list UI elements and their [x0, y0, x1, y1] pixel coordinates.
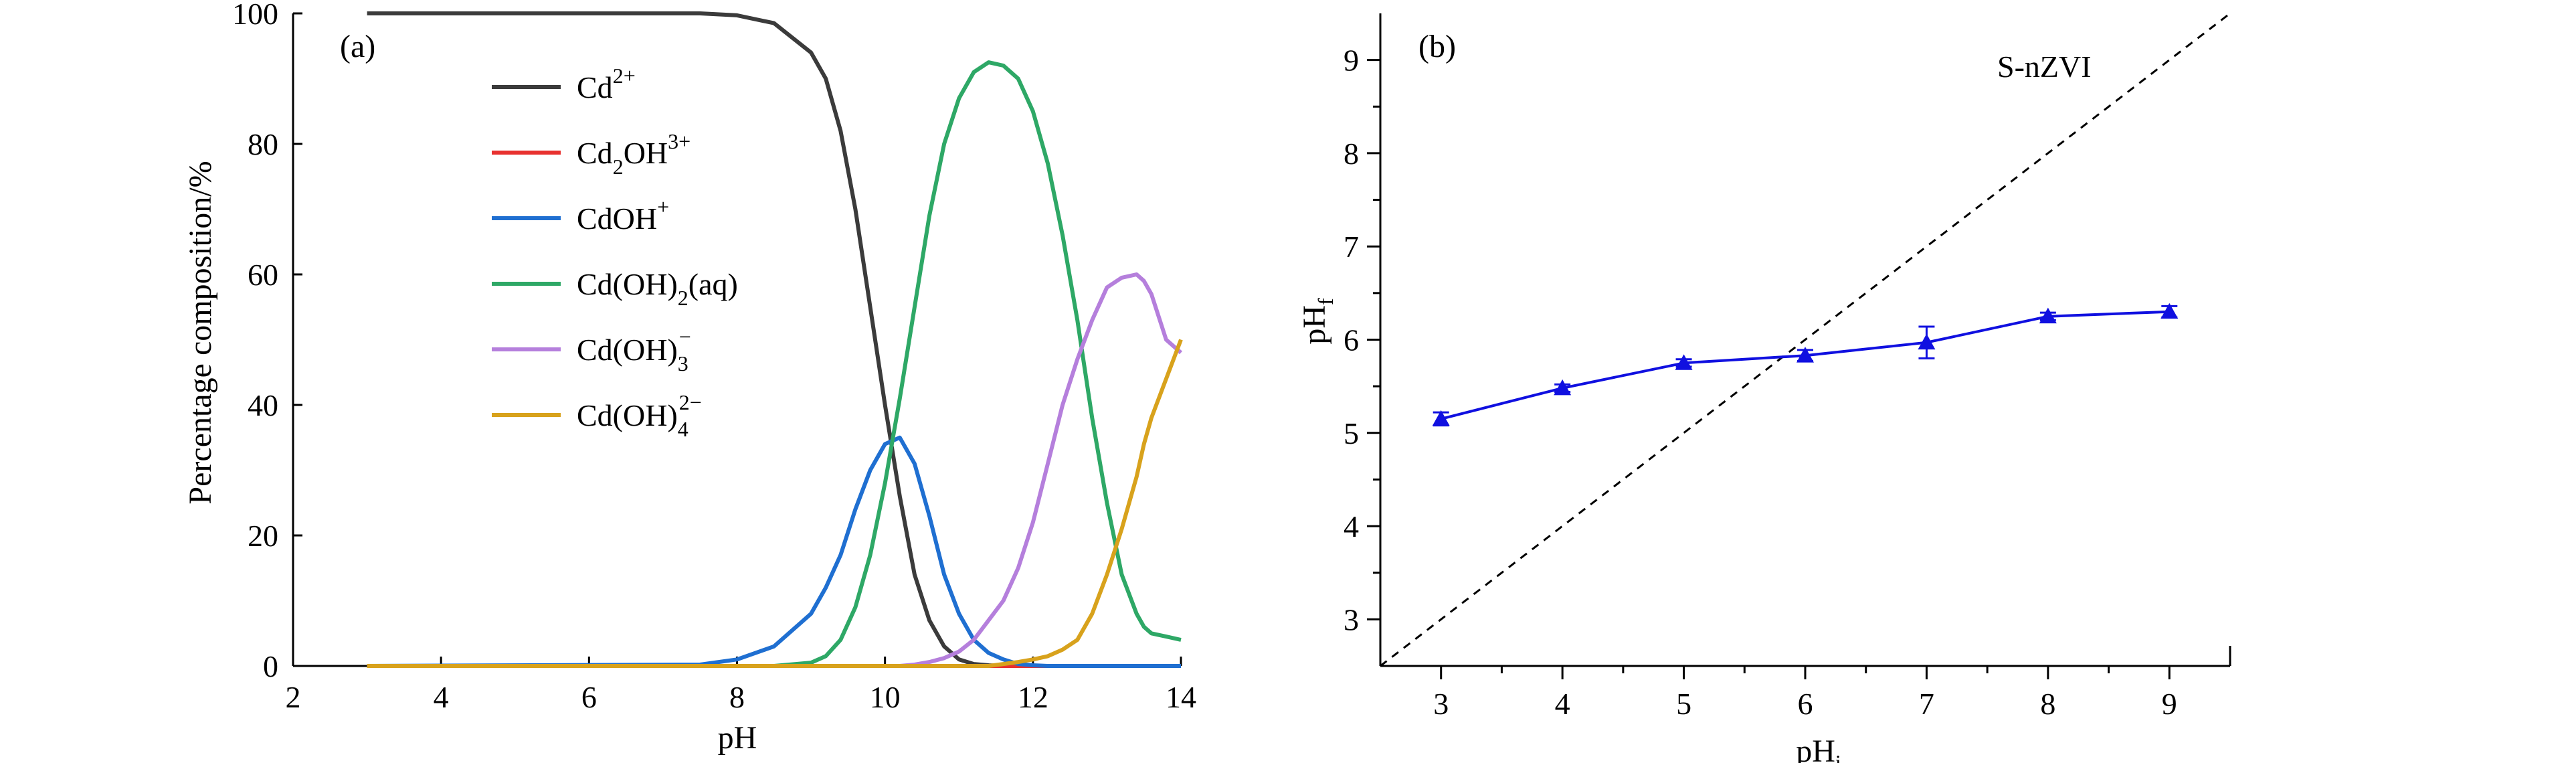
- panel-a-x-tick-label: 12: [1018, 680, 1048, 714]
- series-line: [1441, 310, 2170, 420]
- data-point-triangle: [1432, 410, 1450, 426]
- series-line-cd-oh-3-: [367, 272, 1182, 668]
- legend-label: Cd(OH)3−: [577, 325, 691, 375]
- data-point-triangle: [1675, 354, 1693, 370]
- panel-b-y-tick-label: 9: [1344, 44, 1359, 78]
- panel-b-x-tick-label: 3: [1433, 687, 1449, 721]
- panel-a-label: (a): [340, 29, 375, 64]
- panel-b-ticks: 3 4 5 6 7 8 9 3 4 5 6 7 8 9: [1344, 44, 2177, 721]
- panel-a-y-tick-label: 100: [232, 0, 278, 31]
- series-line-cd-oh-42-: [367, 339, 1183, 668]
- panel-b-y-tick-label: 4: [1344, 509, 1359, 543]
- data-point-triangle: [1554, 379, 1572, 396]
- panel-b-ph-chart: (b) S-nZVI 3 4 5 6 7 8 9 3 4 5 6 7 8 9 pHi pHf: [1297, 12, 2231, 763]
- legend-label: CdOH+: [577, 195, 669, 236]
- panel-b-x-tick-label: 8: [2040, 687, 2055, 721]
- panel-b-annotation: S-nZVI: [1997, 50, 2092, 84]
- panel-a-y-tick-label: 80: [248, 127, 278, 161]
- panel-a-x-tick-label: 6: [581, 680, 597, 714]
- panel-a-x-tick-label: 4: [434, 680, 449, 714]
- panel-a-x-tick-label: 8: [729, 680, 745, 714]
- panel-b-series: [1432, 303, 2179, 427]
- panel-b-x-tick-label: 7: [1919, 687, 1934, 721]
- panel-a-x-tick-label: 14: [1166, 680, 1196, 714]
- panel-a-ticks: 2 4 6 8 10 12 14 0 20 40 60 80 100: [232, 0, 1196, 714]
- panel-b-y-tick-label: 3: [1344, 602, 1359, 637]
- panel-a-y-axis-title: Percentage composition/%: [183, 161, 218, 504]
- panel-b-y-tick-label: 5: [1344, 416, 1359, 450]
- panel-b-x-tick-label: 4: [1555, 687, 1570, 721]
- data-point-triangle: [1918, 333, 1936, 350]
- legend-label: Cd2OH3+: [577, 129, 691, 179]
- series-line-cdoh-: [367, 435, 1181, 668]
- panel-b-x-tick-label: 6: [1798, 687, 1813, 721]
- panel-b-x-axis-title: pHi: [1796, 734, 1841, 763]
- panel-b-y-tick-label: 7: [1344, 230, 1359, 264]
- panel-b-y-tick-label: 6: [1344, 323, 1359, 357]
- legend-label: Cd2+: [577, 64, 636, 104]
- reference-line: [1380, 12, 2231, 667]
- panel-a-y-tick-label: 20: [248, 519, 278, 553]
- panel-b-y-axis-title: pHf: [1297, 298, 1338, 345]
- panel-a-y-tick-label: 40: [248, 388, 278, 422]
- panel-b-x-tick-label: 9: [2162, 687, 2177, 721]
- panel-a-x-axis-title: pH: [718, 720, 757, 756]
- panel-a-y-tick-label: 60: [248, 258, 278, 292]
- panel-a-series-lines: [367, 11, 1183, 668]
- series-line-cd-oh-2-aq-: [367, 60, 1182, 668]
- data-point-triangle: [2039, 307, 2057, 324]
- data-point-triangle: [1797, 347, 1814, 363]
- data-point-triangle: [2160, 303, 2179, 319]
- panel-a-legend: Cd2+ Cd2OH3+ CdOH+ Cd(OH)2(aq) Cd(OH)3− Cd(OH…: [492, 64, 738, 441]
- panel-b-reference-line: [1380, 12, 2231, 667]
- legend-label: Cd(OH)2(aq): [577, 267, 738, 310]
- panel-a-y-tick-label: 0: [263, 649, 278, 683]
- panel-b-x-tick-label: 5: [1676, 687, 1691, 721]
- legend-label: Cd(OH)42−: [577, 390, 702, 441]
- panel-b-label: (b): [1418, 29, 1456, 64]
- panel-a-x-tick-label: 10: [870, 680, 901, 714]
- series-line-cd2-: [367, 11, 1181, 668]
- panel-a-axes: [292, 13, 1181, 667]
- panel-b-y-tick-label: 8: [1344, 137, 1359, 171]
- panel-a-x-tick-label: 2: [286, 680, 301, 714]
